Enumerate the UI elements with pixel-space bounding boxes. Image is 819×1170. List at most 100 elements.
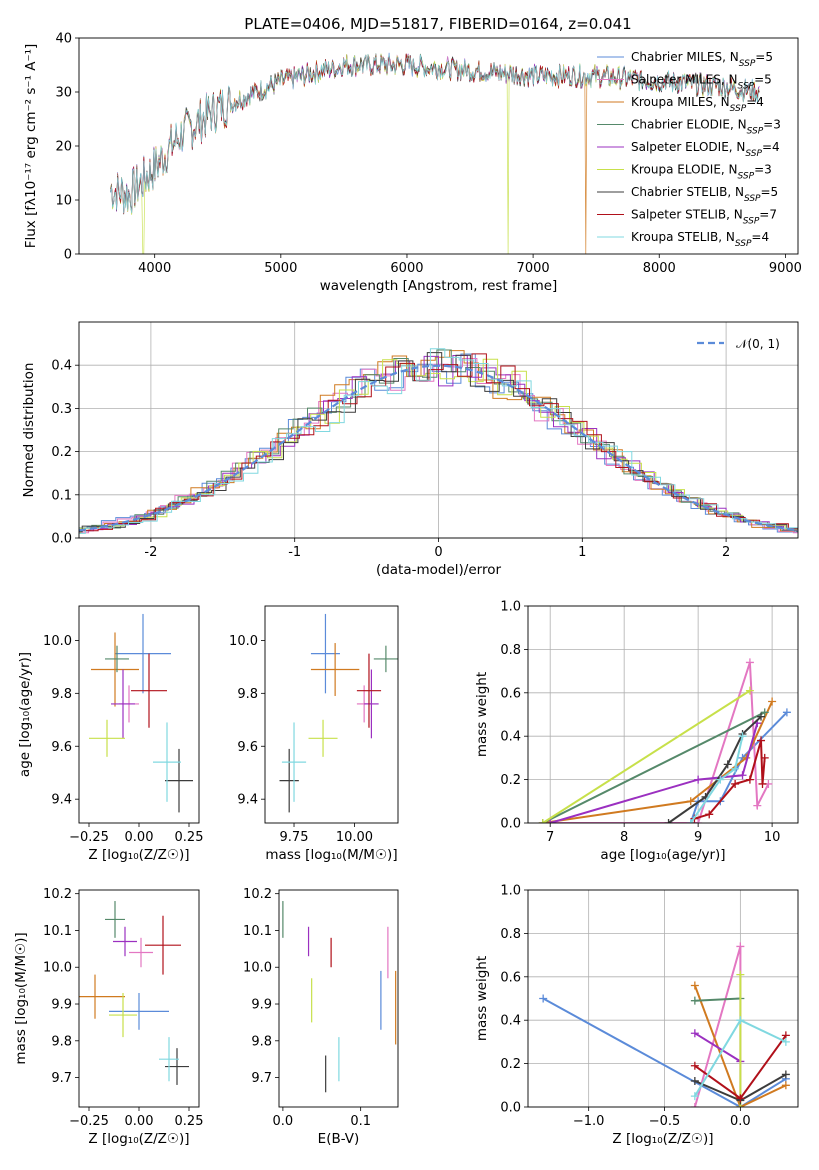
weight-series [538,686,754,823]
x-tick-label: −1.0 [573,1114,605,1129]
y-tick-label: 0.4 [500,730,521,745]
y-tick-label: 0.4 [500,1014,521,1029]
y-tick-label: 0.3 [51,402,72,417]
y-tick-label: 0.6 [500,686,521,701]
x-tick-label: 0.0 [730,1114,751,1129]
x-tick-label: 0.0 [273,1114,294,1129]
legend-label: Kroupa ELODIE, NSSP=3 [631,163,772,182]
errorbar-point [105,901,125,938]
x-tick-label: 8000 [643,261,676,276]
weight-line [694,997,741,1002]
y-tick-label: 0.2 [51,445,72,460]
x-tick-label: 2 [722,545,730,560]
weight-marker [745,775,754,784]
errorbar-points [282,901,397,1093]
weight-marker [538,819,547,823]
x-tick-label: 4000 [138,261,171,276]
y-tick-label: 10.2 [43,887,72,902]
weight-marker [760,753,769,762]
y-tick-label: 20 [55,140,72,155]
y-tick-label: 0.0 [51,532,72,547]
x-axis-label: E(B-V) [318,1131,360,1147]
weight-marker [694,775,703,784]
errorbar-point [113,926,137,957]
y-tick-label: 9.9 [251,998,272,1013]
errorbar-point [79,974,125,1019]
weight-line [693,985,787,1107]
x-tick-label: 9000 [769,261,802,276]
x-axis-label: Z [log₁₀(Z/Z☉)] [88,847,189,863]
errorbar-point [165,748,193,813]
weight-marker [757,712,766,721]
x-tick-label: −0.25 [69,1114,109,1129]
mass-vs-metallicity-panel: −0.25 0.00 0.25 9.7 9.8 9.9 10.0 10.1 10.2 Z [log… [13,887,203,1147]
legend-label: Chabrier ELODIE, NSSP=3 [631,118,781,137]
weight-marker [690,981,699,990]
weight-marker [539,994,548,1003]
axes-age-vs-mass: 9.75 10.00 9.4 9.6 9.8 10.0 mass [log₁₀(M/M☉)] [229,634,398,863]
axes-mass-weight-vs-age: 7 8 9 10 0.0 0.2 0.4 0.6 0.8 1.0 age [log₁₀(age/yr… [474,600,798,863]
weight-series [690,736,769,823]
weight-series [686,732,747,823]
weight-marker [690,1103,699,1107]
weight-marker [781,1081,790,1090]
y-tick-label: 9.8 [51,687,72,702]
errorbar-point [373,645,398,673]
y-tick-label: 9.6 [237,740,258,755]
y-tick-label: 9.4 [237,793,258,808]
y-tick-label: 9.6 [51,740,72,755]
weight-marker [736,942,745,951]
weight-marker [731,779,740,788]
errorbar-point [279,748,299,813]
weight-marker [664,819,673,823]
y-tick-label: 9.8 [251,1034,272,1049]
weight-marker [768,697,777,706]
weight-marker [745,658,754,667]
axes-mass-vs-Z: −0.25 0.00 0.25 9.7 9.8 9.9 10.0 10.1 10.2 Z [log… [13,887,203,1147]
errorbar-point [129,937,153,968]
weight-line [694,1032,741,1063]
weight-line [689,735,744,823]
axes-age-vs-Z: −0.25 0.00 0.25 9.4 9.6 9.8 10.0 Z [log₁₀(Z/Z☉)… [17,634,203,863]
weight-marker [781,1037,790,1046]
weight-line [542,711,766,823]
weight-marker [757,736,766,745]
errorbar-point [109,992,137,1038]
errorbar-point [111,669,135,739]
errorbar-point [310,643,360,696]
legend-label: Chabrier STELIB, NSSP=5 [631,185,778,204]
y-tick-label: 10.1 [43,924,72,939]
weight-marker [705,810,714,819]
y-tick-label: 9.4 [51,793,72,808]
y-tick-label: 0.6 [500,970,521,985]
y-tick-label: 9.9 [51,998,72,1013]
legend-label: Salpeter ELODIE, NSSP=4 [631,140,780,159]
spectrum-panel: 4000 5000 6000 7000 8000 9000 0 10 20 30 40 wavelen… [23,32,802,295]
weight-marker [723,760,732,769]
spectrum-lines [110,52,760,254]
errorbar-points [279,613,398,813]
x-tick-label: 0.25 [175,830,204,845]
axes-frame [278,889,399,1108]
weight-marker [745,686,754,695]
errorbar-point [115,613,171,694]
weight-marker [686,797,695,806]
legend-label: Chabrier MILES, NSSP=5 [631,50,773,69]
x-tick-label: 0 [434,545,442,560]
mass-weight-vs-age-panel: 7 8 9 10 0.0 0.2 0.4 0.6 0.8 1.0 age [log₁₀(age/yr… [474,600,799,863]
y-tick-label: 30 [55,86,72,101]
errorbar-points [79,901,189,1085]
weight-marker [546,819,555,823]
y-tick-label: 9.8 [51,1034,72,1049]
weight-line [542,997,787,1107]
weight-marker [690,1029,699,1038]
weight-marker [760,708,769,717]
axes-frame [527,889,799,1108]
errorbar-point [356,653,382,728]
y-tick-label: 10.0 [243,961,272,976]
x-tick-label: −0.5 [649,1114,681,1129]
spectrum-line [110,53,760,214]
mass-weight-vs-metallicity-panel: −1.0 −0.5 0.0 0.0 0.2 0.4 0.6 0.8 1.0 Z [log₁₀(Z/… [474,884,799,1147]
x-axis-label: Z [log₁₀(Z/Z☉)] [612,1131,713,1147]
